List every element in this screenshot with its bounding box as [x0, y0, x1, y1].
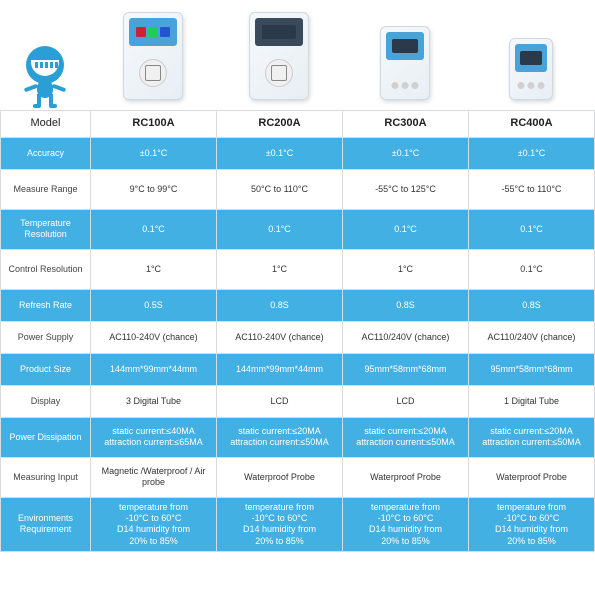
- spec-cell: 0.1°C: [343, 209, 469, 249]
- spec-cell: 0.1°C: [469, 249, 595, 289]
- table-row: Accuracy±0.1°C±0.1°C±0.1°C±0.1°C: [1, 137, 595, 169]
- table-row: Measure Range9°C to 99°C50°C to 110°C-55…: [1, 169, 595, 209]
- spec-cell: temperature from-10°C to 60°CD14 humidit…: [343, 497, 469, 551]
- product-image-rc200a: [216, 0, 342, 110]
- device-icon: [249, 12, 309, 100]
- device-icon: [380, 26, 430, 100]
- product-image-rc300a: [342, 0, 468, 110]
- device-icon: [123, 12, 183, 100]
- product-image-rc100a: [90, 0, 216, 110]
- spec-cell: temperature from-10°C to 60°CD14 humidit…: [217, 497, 343, 551]
- row-label: Power Dissipation: [1, 417, 91, 457]
- spec-cell: LCD: [217, 385, 343, 417]
- spec-cell: ±0.1°C: [91, 137, 217, 169]
- product-image-rc400a: [468, 0, 594, 110]
- spec-cell: -55°C to 110°C: [469, 169, 595, 209]
- spec-cell: Waterproof Probe: [343, 457, 469, 497]
- spec-table: ModelRC100ARC200ARC300ARC400AAccuracy±0.…: [0, 110, 595, 552]
- mascot-cell: [0, 0, 90, 110]
- spec-cell: 3 Digital Tube: [91, 385, 217, 417]
- spec-cell: RC400A: [469, 111, 595, 138]
- spec-cell: Magnetic /Waterproof / Air probe: [91, 457, 217, 497]
- spec-cell: 144mm*99mm*44mm: [91, 353, 217, 385]
- table-row: Product Size144mm*99mm*44mm144mm*99mm*44…: [1, 353, 595, 385]
- row-label: Control Resolution: [1, 249, 91, 289]
- spec-cell: Waterproof Probe: [217, 457, 343, 497]
- spec-cell: AC110-240V (chance): [91, 321, 217, 353]
- spec-cell: 1°C: [343, 249, 469, 289]
- product-image-header: [0, 0, 595, 110]
- device-icon: [509, 38, 553, 100]
- table-row: Control Resolution1°C1°C1°C0.1°C: [1, 249, 595, 289]
- spec-cell: 0.1°C: [91, 209, 217, 249]
- spec-cell: AC110/240V (chance): [469, 321, 595, 353]
- table-row: Environments Requirementtemperature from…: [1, 497, 595, 551]
- table-row: Display3 Digital TubeLCDLCD1 Digital Tub…: [1, 385, 595, 417]
- spec-cell: RC200A: [217, 111, 343, 138]
- spec-cell: static current:≤20MAattraction current:≤…: [217, 417, 343, 457]
- row-label: Product Size: [1, 353, 91, 385]
- row-label: Model: [1, 111, 91, 138]
- spec-cell: AC110/240V (chance): [343, 321, 469, 353]
- spec-cell: 1°C: [217, 249, 343, 289]
- spec-cell: static current:≤20MAattraction current:≤…: [343, 417, 469, 457]
- table-row: Power Dissipationstatic current:≤40MAatt…: [1, 417, 595, 457]
- spec-cell: static current:≤20MAattraction current:≤…: [469, 417, 595, 457]
- spec-cell: 0.1°C: [469, 209, 595, 249]
- spec-cell: 0.5S: [91, 289, 217, 321]
- row-label: Power Supply: [1, 321, 91, 353]
- spec-cell: 0.1°C: [217, 209, 343, 249]
- row-label: Display: [1, 385, 91, 417]
- spec-cell: 1 Digital Tube: [469, 385, 595, 417]
- brand-mascot-icon: [20, 46, 70, 106]
- spec-cell: temperature from-10°C to 60°CD14 humidit…: [469, 497, 595, 551]
- spec-cell: RC300A: [343, 111, 469, 138]
- spec-cell: 50°C to 110°C: [217, 169, 343, 209]
- comparison-chart: ModelRC100ARC200ARC300ARC400AAccuracy±0.…: [0, 0, 595, 552]
- row-label: Environments Requirement: [1, 497, 91, 551]
- spec-cell: 0.8S: [469, 289, 595, 321]
- spec-cell: AC110-240V (chance): [217, 321, 343, 353]
- row-label: Accuracy: [1, 137, 91, 169]
- spec-cell: static current:≤40MAattraction current:≤…: [91, 417, 217, 457]
- spec-cell: 9°C to 99°C: [91, 169, 217, 209]
- table-row: Temperature Resolution0.1°C0.1°C0.1°C0.1…: [1, 209, 595, 249]
- spec-cell: -55°C to 125°C: [343, 169, 469, 209]
- spec-cell: temperature from-10°C to 60°CD14 humidit…: [91, 497, 217, 551]
- table-row: Measuring InputMagnetic /Waterproof / Ai…: [1, 457, 595, 497]
- spec-cell: 1°C: [91, 249, 217, 289]
- spec-cell: 95mm*58mm*68mm: [469, 353, 595, 385]
- row-label: Temperature Resolution: [1, 209, 91, 249]
- row-label: Refresh Rate: [1, 289, 91, 321]
- spec-cell: 0.8S: [217, 289, 343, 321]
- spec-cell: ±0.1°C: [469, 137, 595, 169]
- table-row: ModelRC100ARC200ARC300ARC400A: [1, 111, 595, 138]
- row-label: Measuring Input: [1, 457, 91, 497]
- spec-cell: 0.8S: [343, 289, 469, 321]
- row-label: Measure Range: [1, 169, 91, 209]
- spec-cell: ±0.1°C: [343, 137, 469, 169]
- spec-cell: Waterproof Probe: [469, 457, 595, 497]
- spec-cell: LCD: [343, 385, 469, 417]
- table-row: Power SupplyAC110-240V (chance)AC110-240…: [1, 321, 595, 353]
- spec-cell: 95mm*58mm*68mm: [343, 353, 469, 385]
- spec-cell: 144mm*99mm*44mm: [217, 353, 343, 385]
- spec-cell: ±0.1°C: [217, 137, 343, 169]
- table-row: Refresh Rate0.5S0.8S0.8S0.8S: [1, 289, 595, 321]
- spec-cell: RC100A: [91, 111, 217, 138]
